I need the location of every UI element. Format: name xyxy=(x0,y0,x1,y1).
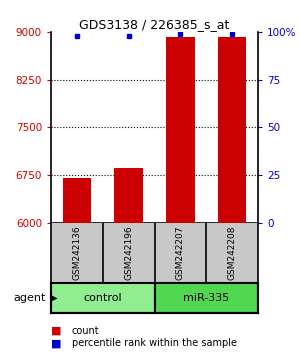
Text: GSM242196: GSM242196 xyxy=(124,226,133,280)
Title: GDS3138 / 226385_s_at: GDS3138 / 226385_s_at xyxy=(79,18,230,31)
Text: miR-335: miR-335 xyxy=(183,293,230,303)
Bar xyxy=(154,283,258,313)
Text: agent: agent xyxy=(14,293,46,303)
Bar xyxy=(114,168,143,223)
Bar xyxy=(63,178,91,223)
Text: percentile rank within the sample: percentile rank within the sample xyxy=(72,338,237,348)
Text: GSM242136: GSM242136 xyxy=(72,226,81,280)
Bar xyxy=(166,37,195,223)
Bar xyxy=(218,37,246,223)
Text: count: count xyxy=(72,326,100,336)
Text: GSM242207: GSM242207 xyxy=(176,226,185,280)
Text: control: control xyxy=(83,293,122,303)
Text: ■: ■ xyxy=(51,338,62,348)
Text: ▶: ▶ xyxy=(50,293,58,303)
Text: GSM242208: GSM242208 xyxy=(228,226,237,280)
Bar xyxy=(51,283,154,313)
Text: ■: ■ xyxy=(51,326,62,336)
